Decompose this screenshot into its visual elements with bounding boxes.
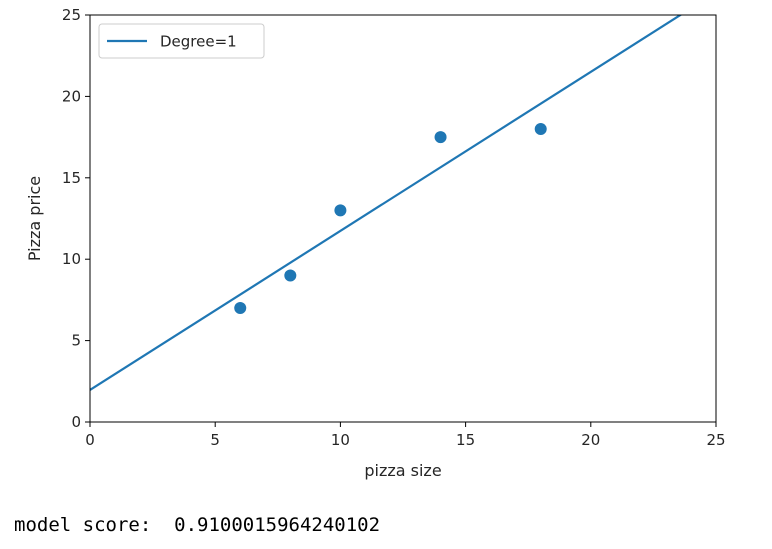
x-axis-label: pizza size (364, 461, 441, 480)
x-tick-label: 25 (706, 431, 725, 449)
scatter-chart: 0 5 10 15 20 25 0 5 10 15 20 25 pizza size Pizza p… (25, 6, 726, 480)
x-tick-label: 5 (210, 431, 220, 449)
plot-frame (89, 14, 717, 423)
model-score-output: model score: 0.9100015964240102 (14, 514, 381, 536)
y-tick-label: 15 (62, 169, 81, 187)
data-point (434, 131, 447, 144)
x-tick-label: 20 (581, 431, 600, 449)
x-axis: 0 5 10 15 20 25 (85, 422, 726, 449)
y-axis: 0 5 10 15 20 25 (62, 6, 90, 431)
x-tick-label: 10 (331, 431, 350, 449)
y-axis-label: Pizza price (25, 176, 44, 261)
data-point (284, 269, 297, 282)
legend-box (98, 23, 265, 59)
data-points-layer (234, 122, 547, 315)
fit-line-layer (90, 15, 683, 391)
data-point (534, 122, 547, 135)
x-tick-label: 15 (456, 431, 475, 449)
data-point (334, 204, 347, 217)
y-tick-label: 20 (62, 87, 81, 105)
y-tick-label: 5 (71, 332, 81, 350)
legend: Degree=1 (98, 23, 265, 59)
legend-entry: Degree=1 (160, 33, 237, 51)
x-tick-label: 0 (85, 431, 95, 449)
y-tick-label: 25 (62, 6, 81, 24)
y-tick-label: 0 (71, 413, 81, 431)
fit-line-degree-1 (90, 15, 683, 391)
data-point (234, 302, 247, 315)
y-tick-label: 10 (62, 250, 81, 268)
